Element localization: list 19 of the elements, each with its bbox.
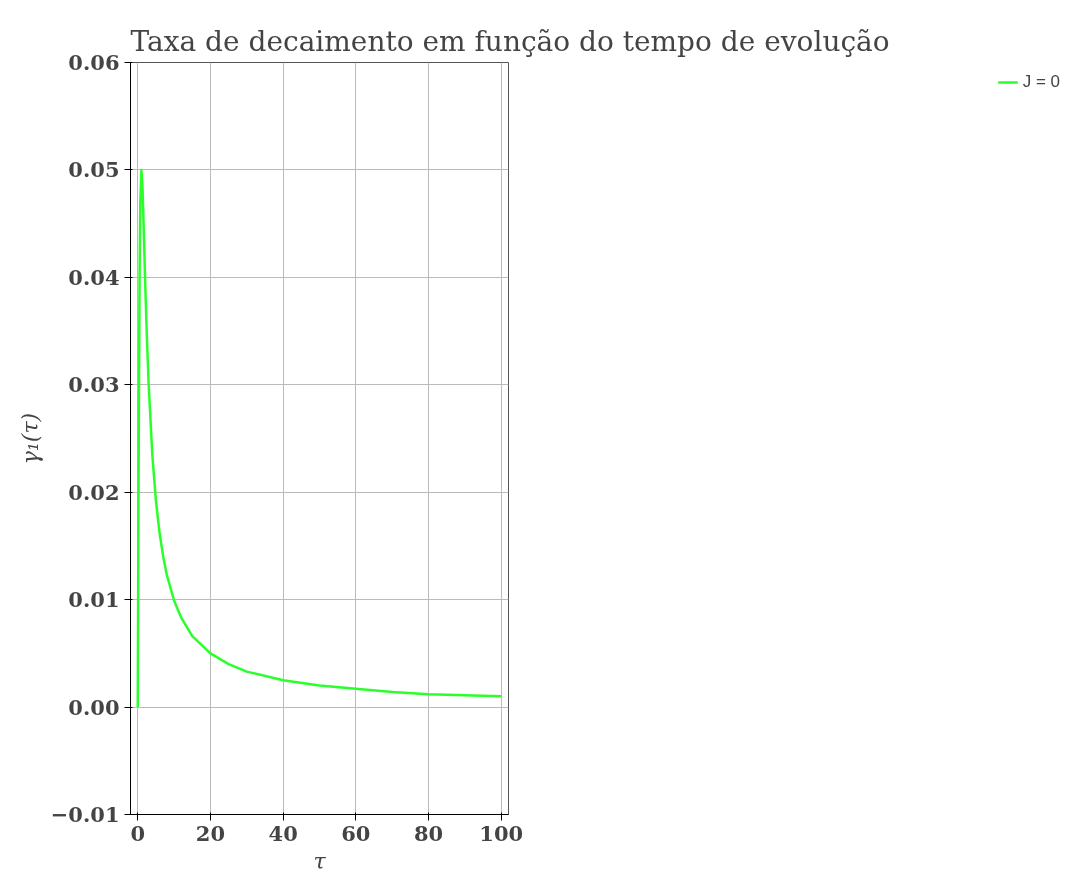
y-tick-label: 0.02 <box>68 479 120 505</box>
x-tick-label: 20 <box>195 820 226 846</box>
y-tick-label: 0.00 <box>68 694 120 720</box>
y-tick-label: 0.04 <box>68 264 120 290</box>
y-tick-label: 0.06 <box>68 50 120 75</box>
x-tick-label: 100 <box>479 820 524 846</box>
x-tick-label: 80 <box>413 820 444 846</box>
line-series <box>136 168 503 709</box>
chart-title: Taxa de decaimento em função do tempo de evolução <box>130 24 890 58</box>
y-tick-label: 0.03 <box>68 372 120 398</box>
y-tick-label: 0.05 <box>68 157 120 183</box>
y-tick-label: 0.01 <box>68 587 120 613</box>
x-tick-label: 0 <box>130 820 146 846</box>
x-tick-label: 40 <box>268 820 298 846</box>
x-axis-title: τ <box>313 848 327 874</box>
y-axis-title: γ₁(τ) <box>17 412 43 465</box>
y-tick-label: −0.01 <box>50 802 120 827</box>
legend-label: J = 0 <box>1022 72 1060 92</box>
x-tick-label: 60 <box>341 820 371 846</box>
